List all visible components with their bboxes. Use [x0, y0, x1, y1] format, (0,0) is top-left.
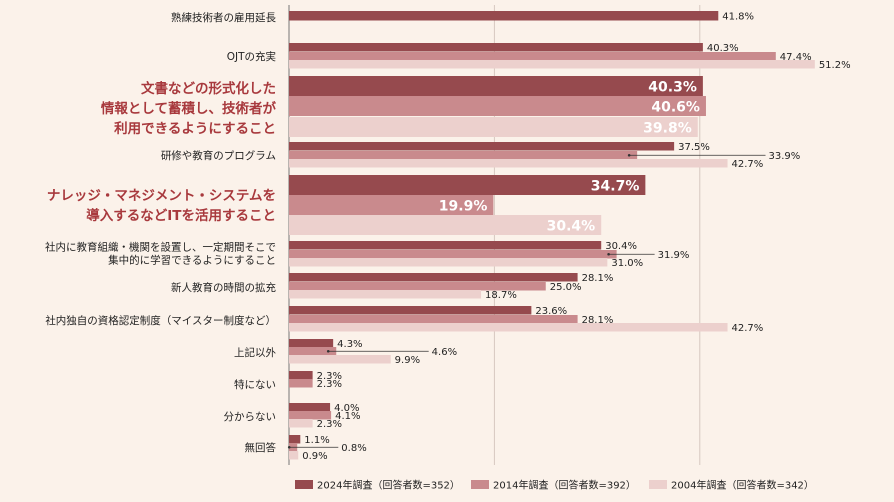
bar-2004 — [289, 355, 391, 364]
data-label: 23.6% — [535, 306, 567, 317]
data-label: 33.9% — [769, 151, 801, 162]
category-label: 研修や教育のプログラム — [161, 149, 276, 162]
category-label: 特にない — [234, 379, 276, 391]
bar-2024 — [289, 76, 703, 96]
data-label: 40.3% — [707, 43, 739, 54]
data-label: 42.7% — [732, 159, 764, 170]
data-label: 34.7% — [591, 179, 640, 195]
bar-2004 — [289, 60, 815, 69]
category-label: 導入するなどITを活用すること — [86, 207, 276, 224]
leader-dot — [607, 252, 610, 256]
bar-2014 — [289, 195, 494, 215]
category-label: 上記以外 — [234, 346, 276, 359]
data-label: 39.8% — [643, 121, 692, 137]
bar-2004 — [289, 419, 313, 428]
bar-2014 — [289, 411, 332, 420]
bar-2024 — [289, 403, 331, 412]
bar-2004 — [289, 117, 698, 137]
data-label: 2.3% — [317, 371, 342, 382]
data-label: 47.4% — [780, 52, 812, 63]
data-label: 51.2% — [819, 60, 851, 71]
data-label: 41.8% — [722, 11, 754, 22]
data-label: 40.3% — [648, 80, 697, 96]
legend-swatch-2004 — [649, 480, 667, 489]
category-label: 情報として蓄積し、技術者が — [101, 100, 277, 117]
bar-2024 — [289, 241, 602, 250]
data-label: 4.6% — [432, 347, 457, 358]
legend-swatch-2024 — [295, 480, 313, 489]
data-label: 28.1% — [582, 315, 614, 326]
category-label: OJTの充実 — [227, 50, 277, 63]
data-label: 9.9% — [395, 355, 420, 366]
data-label: 2.3% — [317, 419, 342, 430]
data-label: 30.4% — [547, 219, 596, 235]
bar-2014 — [289, 315, 578, 324]
bar-2004 — [289, 258, 608, 267]
bar-2014 — [289, 379, 313, 388]
bar-2024 — [289, 142, 675, 151]
legend-label: 2024年調査（回答者数=352） — [317, 479, 460, 492]
bar-2004 — [289, 451, 299, 460]
bar-2004 — [289, 290, 482, 299]
bar-2024 — [289, 43, 703, 52]
data-label: 18.7% — [485, 290, 517, 301]
bar-2024 — [289, 175, 646, 195]
data-label: 28.1% — [582, 273, 614, 284]
bar-2014 — [289, 151, 638, 160]
leader-dot — [287, 445, 291, 449]
category-label: 新人教育の時間の拡充 — [171, 281, 276, 294]
bar-2004 — [289, 215, 602, 235]
data-label: 25.0% — [550, 282, 582, 293]
data-label: 4.3% — [337, 339, 362, 350]
bar-2004 — [289, 159, 728, 168]
data-label: 19.9% — [439, 199, 488, 215]
data-label: 30.4% — [605, 241, 637, 252]
data-label: 31.9% — [658, 250, 690, 261]
data-label: 0.9% — [302, 451, 327, 462]
bar-2024 — [289, 11, 719, 21]
data-label: 40.6% — [651, 100, 700, 116]
bar-2024 — [289, 273, 578, 282]
bar-2024 — [289, 371, 313, 380]
bar-2024 — [289, 306, 532, 315]
bar-2004 — [289, 323, 728, 332]
bar-2024 — [289, 339, 334, 348]
data-label: 1.1% — [304, 435, 329, 446]
category-label: 文書などの形式化した — [141, 80, 276, 97]
data-label: 4.0% — [334, 403, 359, 414]
category-label: 社内に教育組織・機関を設置し、一定期間そこで — [45, 241, 276, 254]
data-label: 31.0% — [611, 258, 643, 269]
data-label: 0.8% — [341, 443, 366, 454]
category-label: 利用できるようにすること — [114, 120, 276, 137]
legend-label: 2014年調査（回答者数=392） — [493, 479, 636, 492]
bar-2014 — [289, 96, 706, 116]
bar-2014 — [289, 250, 617, 259]
data-label: 2.3% — [317, 379, 342, 390]
bar-2024 — [289, 435, 301, 444]
category-label: 無回答 — [245, 441, 277, 454]
category-label: 熟練技術者の雇用延長 — [171, 11, 276, 24]
legend-swatch-2014 — [471, 480, 489, 489]
bar-2014 — [289, 52, 776, 61]
leader-dot — [326, 349, 330, 353]
data-label: 4.1% — [335, 411, 360, 422]
leader-dot — [627, 153, 631, 157]
data-label: 37.5% — [678, 142, 710, 153]
category-label: ナレッジ・マネジメント・システムを — [47, 188, 276, 204]
category-label: 社内独自の資格認定制度（マイスター制度など） — [45, 314, 276, 327]
category-label: 集中的に学習できるようにすること — [108, 254, 276, 267]
category-label: 分からない — [224, 411, 277, 423]
bar-2014 — [289, 347, 337, 356]
legend-label: 2004年調査（回答者数=342） — [671, 479, 814, 492]
bar-2014 — [289, 282, 546, 291]
data-label: 42.7% — [732, 323, 764, 334]
